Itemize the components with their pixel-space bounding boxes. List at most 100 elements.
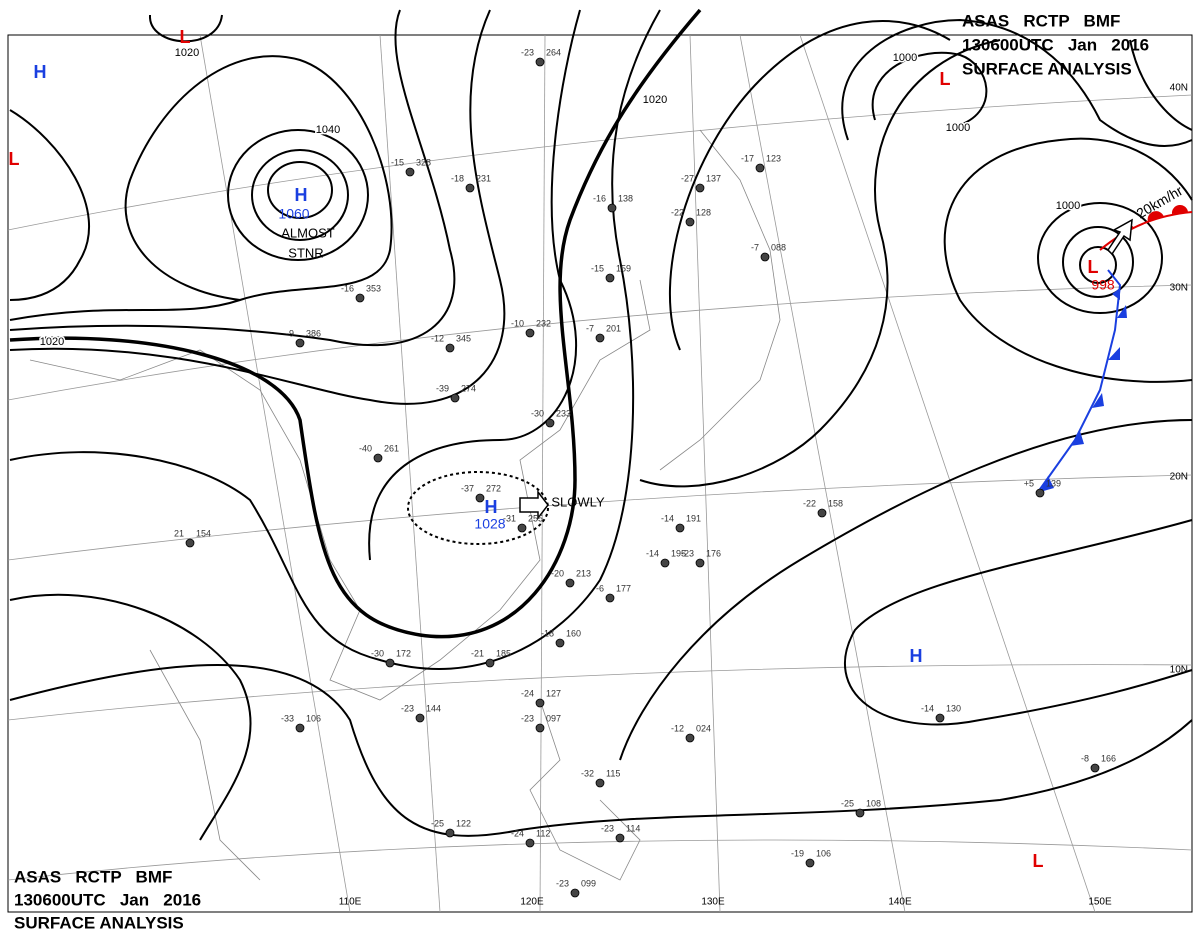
station-temperature: -21 <box>471 648 484 658</box>
fronts <box>519 204 1193 521</box>
station-pressure: 232 <box>536 318 551 328</box>
station-pressure: 158 <box>828 498 843 508</box>
station-pressure: 272 <box>486 483 501 493</box>
longitude-label: 150E <box>1088 897 1112 908</box>
pressure-center: H <box>485 497 498 517</box>
latitude-label: 30N <box>1170 283 1188 294</box>
station-pressure: 213 <box>576 568 591 578</box>
station-pressure: 328 <box>416 157 431 167</box>
station-marker <box>805 858 815 868</box>
station-pressure: 138 <box>618 193 633 203</box>
latitude-label: 20N <box>1170 472 1188 483</box>
station-pressure: 106 <box>306 713 321 723</box>
station-temperature: -16 <box>593 193 606 203</box>
station-temperature: -40 <box>359 443 372 453</box>
station-marker <box>817 508 827 518</box>
isobar <box>943 137 1193 383</box>
grid-line <box>799 34 1096 913</box>
station-temperature: -18 <box>541 628 554 638</box>
station-temperature: -33 <box>281 713 294 723</box>
station-temperature: -14 <box>661 513 674 523</box>
station-marker <box>565 578 575 588</box>
station-pressure: 386 <box>306 328 321 338</box>
grid-line <box>7 664 1193 721</box>
station-pressure: 345 <box>456 333 471 343</box>
station-pressure: 195 <box>671 548 686 558</box>
station-plots: -23 264 -15 328 -18 231 -16 138 -22 128 -27 137 -17 1… <box>174 47 1116 898</box>
isobar <box>1079 246 1117 284</box>
station-marker <box>615 833 625 843</box>
station-marker <box>685 217 695 227</box>
header-line: 130600UTC Jan 2016 <box>962 35 1149 54</box>
station-pressure: 122 <box>456 818 471 828</box>
warm-front <box>1099 211 1193 251</box>
station-pressure: 112 <box>536 828 550 838</box>
station-temperature: -23 <box>521 713 534 723</box>
isobar <box>843 519 1193 726</box>
station-marker <box>555 638 565 648</box>
station-temperature: -23 <box>681 548 694 558</box>
station-temperature: -7 <box>751 242 759 252</box>
station-pressure: 139 <box>1046 478 1061 488</box>
grid-line <box>199 34 351 913</box>
center-pressure: 1020 <box>175 47 199 59</box>
station-marker <box>385 658 395 668</box>
header-line: SURFACE ANALYSIS <box>962 59 1132 78</box>
station-marker <box>760 252 770 262</box>
station-marker <box>445 343 455 353</box>
isobar <box>251 149 349 241</box>
station-pressure: 185 <box>496 648 511 658</box>
isobar <box>227 129 369 261</box>
isobar <box>9 593 252 841</box>
station-pressure: 353 <box>366 283 381 293</box>
station-pressure: 115 <box>606 768 620 778</box>
station-marker <box>935 713 945 723</box>
longitude-label: 140E <box>888 897 912 908</box>
isobar <box>9 109 91 301</box>
station-temperature: -19 <box>791 848 804 858</box>
station-pressure: 261 <box>384 443 399 453</box>
station-temperature: -15 <box>391 157 404 167</box>
station-pressure: 024 <box>696 723 711 733</box>
station-marker <box>405 167 415 177</box>
isobar <box>9 9 661 670</box>
station-marker <box>695 558 705 568</box>
station-temperature: -37 <box>461 483 474 493</box>
station-marker <box>695 183 705 193</box>
station-temperature: -25 <box>841 798 854 808</box>
grid-line <box>739 34 906 913</box>
station-marker <box>570 888 580 898</box>
station-temperature: -23 <box>601 823 614 833</box>
station-marker <box>607 203 617 213</box>
station-temperature: -23 <box>556 878 569 888</box>
station-marker <box>685 733 695 743</box>
isobar <box>841 18 1193 147</box>
station-pressure: 233 <box>556 408 571 418</box>
station-marker <box>545 418 555 428</box>
grid-line <box>7 284 1193 401</box>
station-marker <box>605 593 615 603</box>
grid-line <box>7 839 1193 881</box>
station-temperature: -25 <box>431 818 444 828</box>
isobar <box>267 161 333 219</box>
longitude-label: 120E <box>520 897 544 908</box>
station-temperature: -17 <box>741 153 754 163</box>
station-marker <box>295 723 305 733</box>
station-pressure: 166 <box>1101 753 1116 763</box>
annotation: SLOWLY <box>551 494 605 509</box>
station-pressure: 159 <box>616 263 631 273</box>
motion-arrow <box>519 489 549 521</box>
isobar-label: 1020 <box>643 94 667 106</box>
station-marker <box>660 558 670 568</box>
pressure-center: H <box>34 62 47 82</box>
station-temperature: -30 <box>371 648 384 658</box>
isobar <box>668 20 951 351</box>
station-pressure: 201 <box>606 323 621 333</box>
pressure-center: H <box>295 185 308 205</box>
station-pressure: 097 <box>546 713 561 723</box>
station-marker <box>605 273 615 283</box>
station-temperature: -18 <box>451 173 464 183</box>
station-temperature: -6 <box>596 583 604 593</box>
station-pressure: 255 <box>528 513 543 523</box>
